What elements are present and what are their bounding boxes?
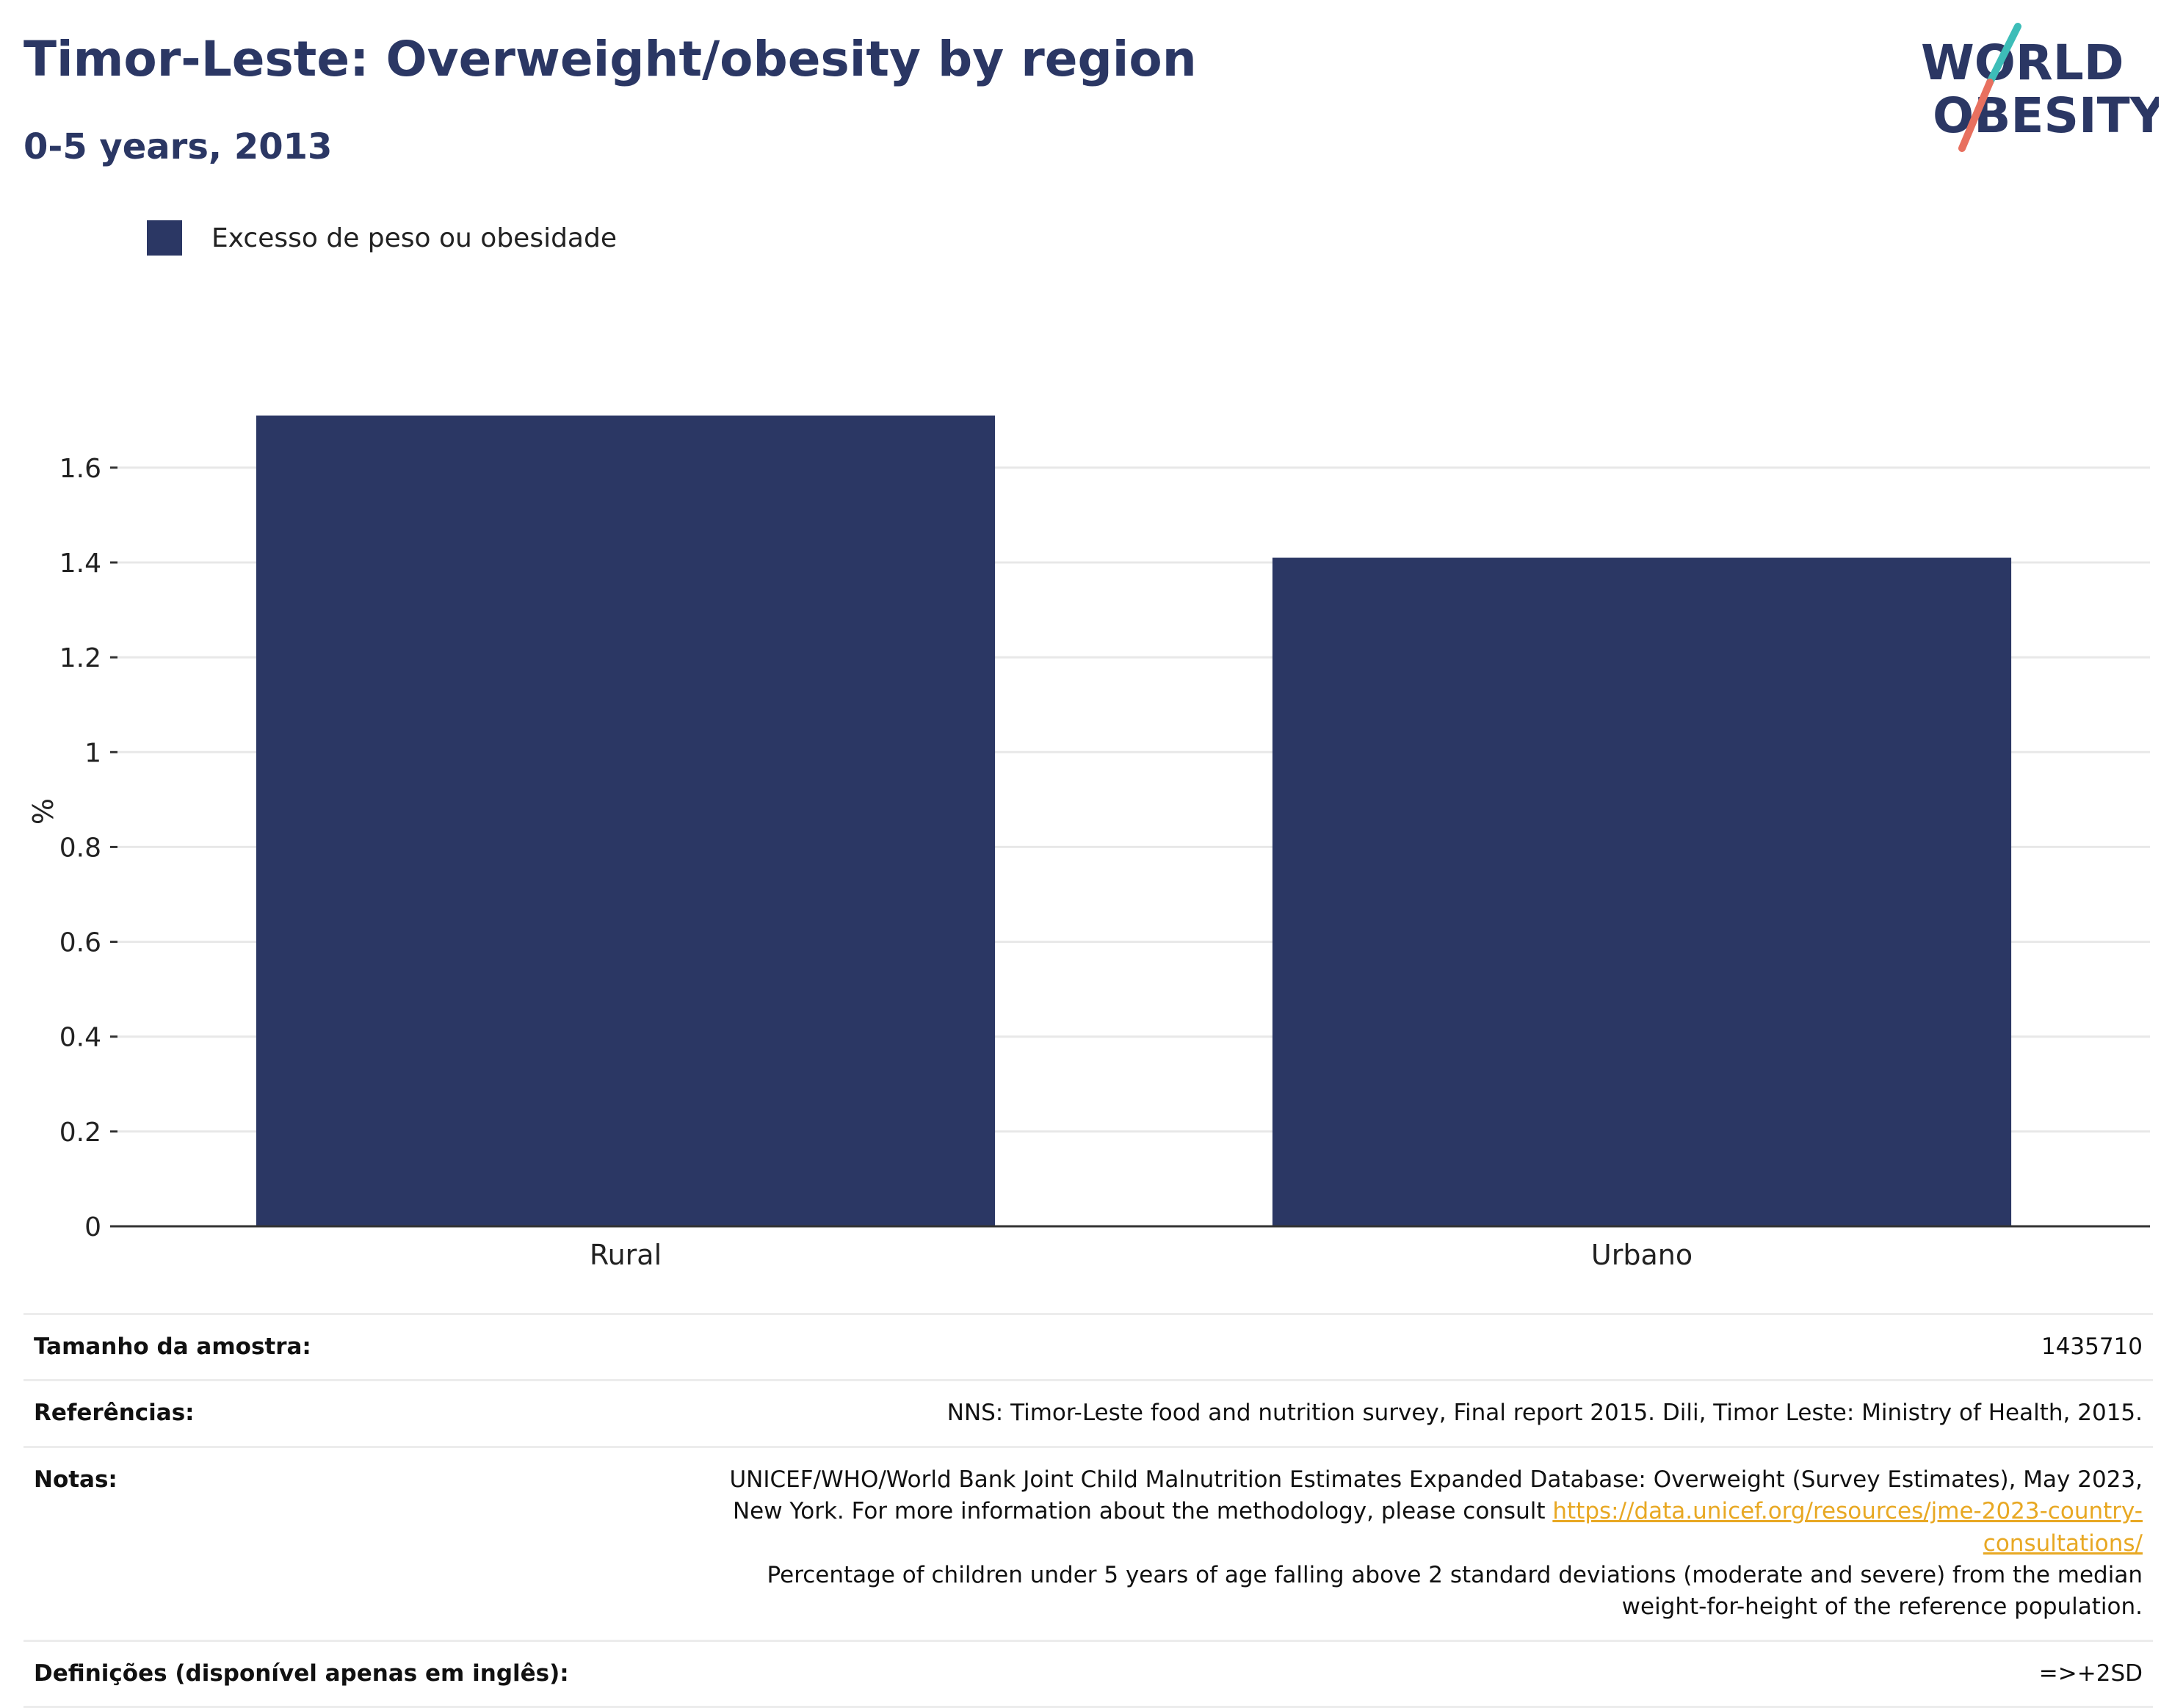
world-obesity-logo: WORLD OBESITY (1921, 23, 2159, 152)
y-tick-label: 0.8 (59, 833, 101, 863)
definitions-row: Definições (disponível apenas em inglês)… (23, 1639, 2153, 1708)
y-tick-labels: 0 0.2 0.4 0.6 0.8 1 1.2 1.4 1.6 (59, 454, 101, 1242)
logo-line-1: WORLD (1921, 35, 2124, 91)
notes-text-1: UNICEF/WHO/World Bank Joint Child Malnut… (729, 1466, 2143, 1525)
references-label: Referências: (23, 1379, 705, 1448)
notes-value: UNICEF/WHO/World Bank Joint Child Malnut… (705, 1445, 2153, 1642)
references-row: Referências: NNS: Timor-Leste food and n… (23, 1379, 2153, 1448)
chart-subtitle: 0-5 years, 2013 (23, 126, 333, 167)
logo-coral-slash (1958, 79, 1994, 152)
bar-chart: 0 0.2 0.4 0.6 0.8 1 1.2 1.4 1.6 Rural Urbano % (27, 415, 2150, 1271)
notes-link[interactable]: https://data.unicef.org/resources/jme-20… (1552, 1498, 2143, 1557)
x-tick-label: Rural (590, 1239, 662, 1271)
x-tick-labels: Rural Urbano (590, 1239, 1693, 1271)
bar-urbano (1272, 557, 2012, 1226)
notes-label: Notas: (23, 1445, 705, 1642)
bar-rural (256, 415, 996, 1226)
x-tick-label: Urbano (1591, 1239, 1693, 1271)
legend-label: Excesso de peso ou obesidade (211, 222, 617, 253)
y-tick-label: 1.2 (59, 643, 101, 673)
y-tick-label: 0.4 (59, 1023, 101, 1053)
y-tick-label: 0.2 (59, 1118, 101, 1148)
definitions-value: =>+2SD (705, 1639, 2153, 1708)
y-tick-label: 1.4 (59, 549, 101, 579)
logo-teal-slash (1986, 23, 2021, 86)
legend: Excesso de peso ou obesidade (147, 220, 617, 256)
sample-label: Tamanho da amostra: (23, 1312, 705, 1382)
references-value: NNS: Timor-Leste food and nutrition surv… (705, 1379, 2153, 1448)
y-tick-label: 0.6 (59, 928, 101, 958)
sample-row: Tamanho da amostra: 1435710 (23, 1312, 2153, 1382)
bars (256, 415, 2012, 1226)
notes-text-2: Percentage of children under 5 years of … (767, 1561, 2143, 1621)
y-tick-label: 1 (84, 738, 101, 768)
y-tick-label: 1.6 (59, 454, 101, 484)
definitions-label: Definições (disponível apenas em inglês)… (23, 1639, 705, 1708)
chart-title: Timor-Leste: Overweight/obesity by regio… (23, 31, 1197, 87)
sample-value: 1435710 (705, 1312, 2153, 1382)
legend-swatch[interactable] (147, 220, 182, 256)
y-tick-label: 0 (84, 1212, 101, 1242)
y-axis-label: % (27, 798, 59, 825)
notes-row: Notas: UNICEF/WHO/World Bank Joint Child… (23, 1445, 2153, 1642)
info-table: Tamanho da amostra: 1435710 Referências:… (23, 1312, 2153, 1708)
